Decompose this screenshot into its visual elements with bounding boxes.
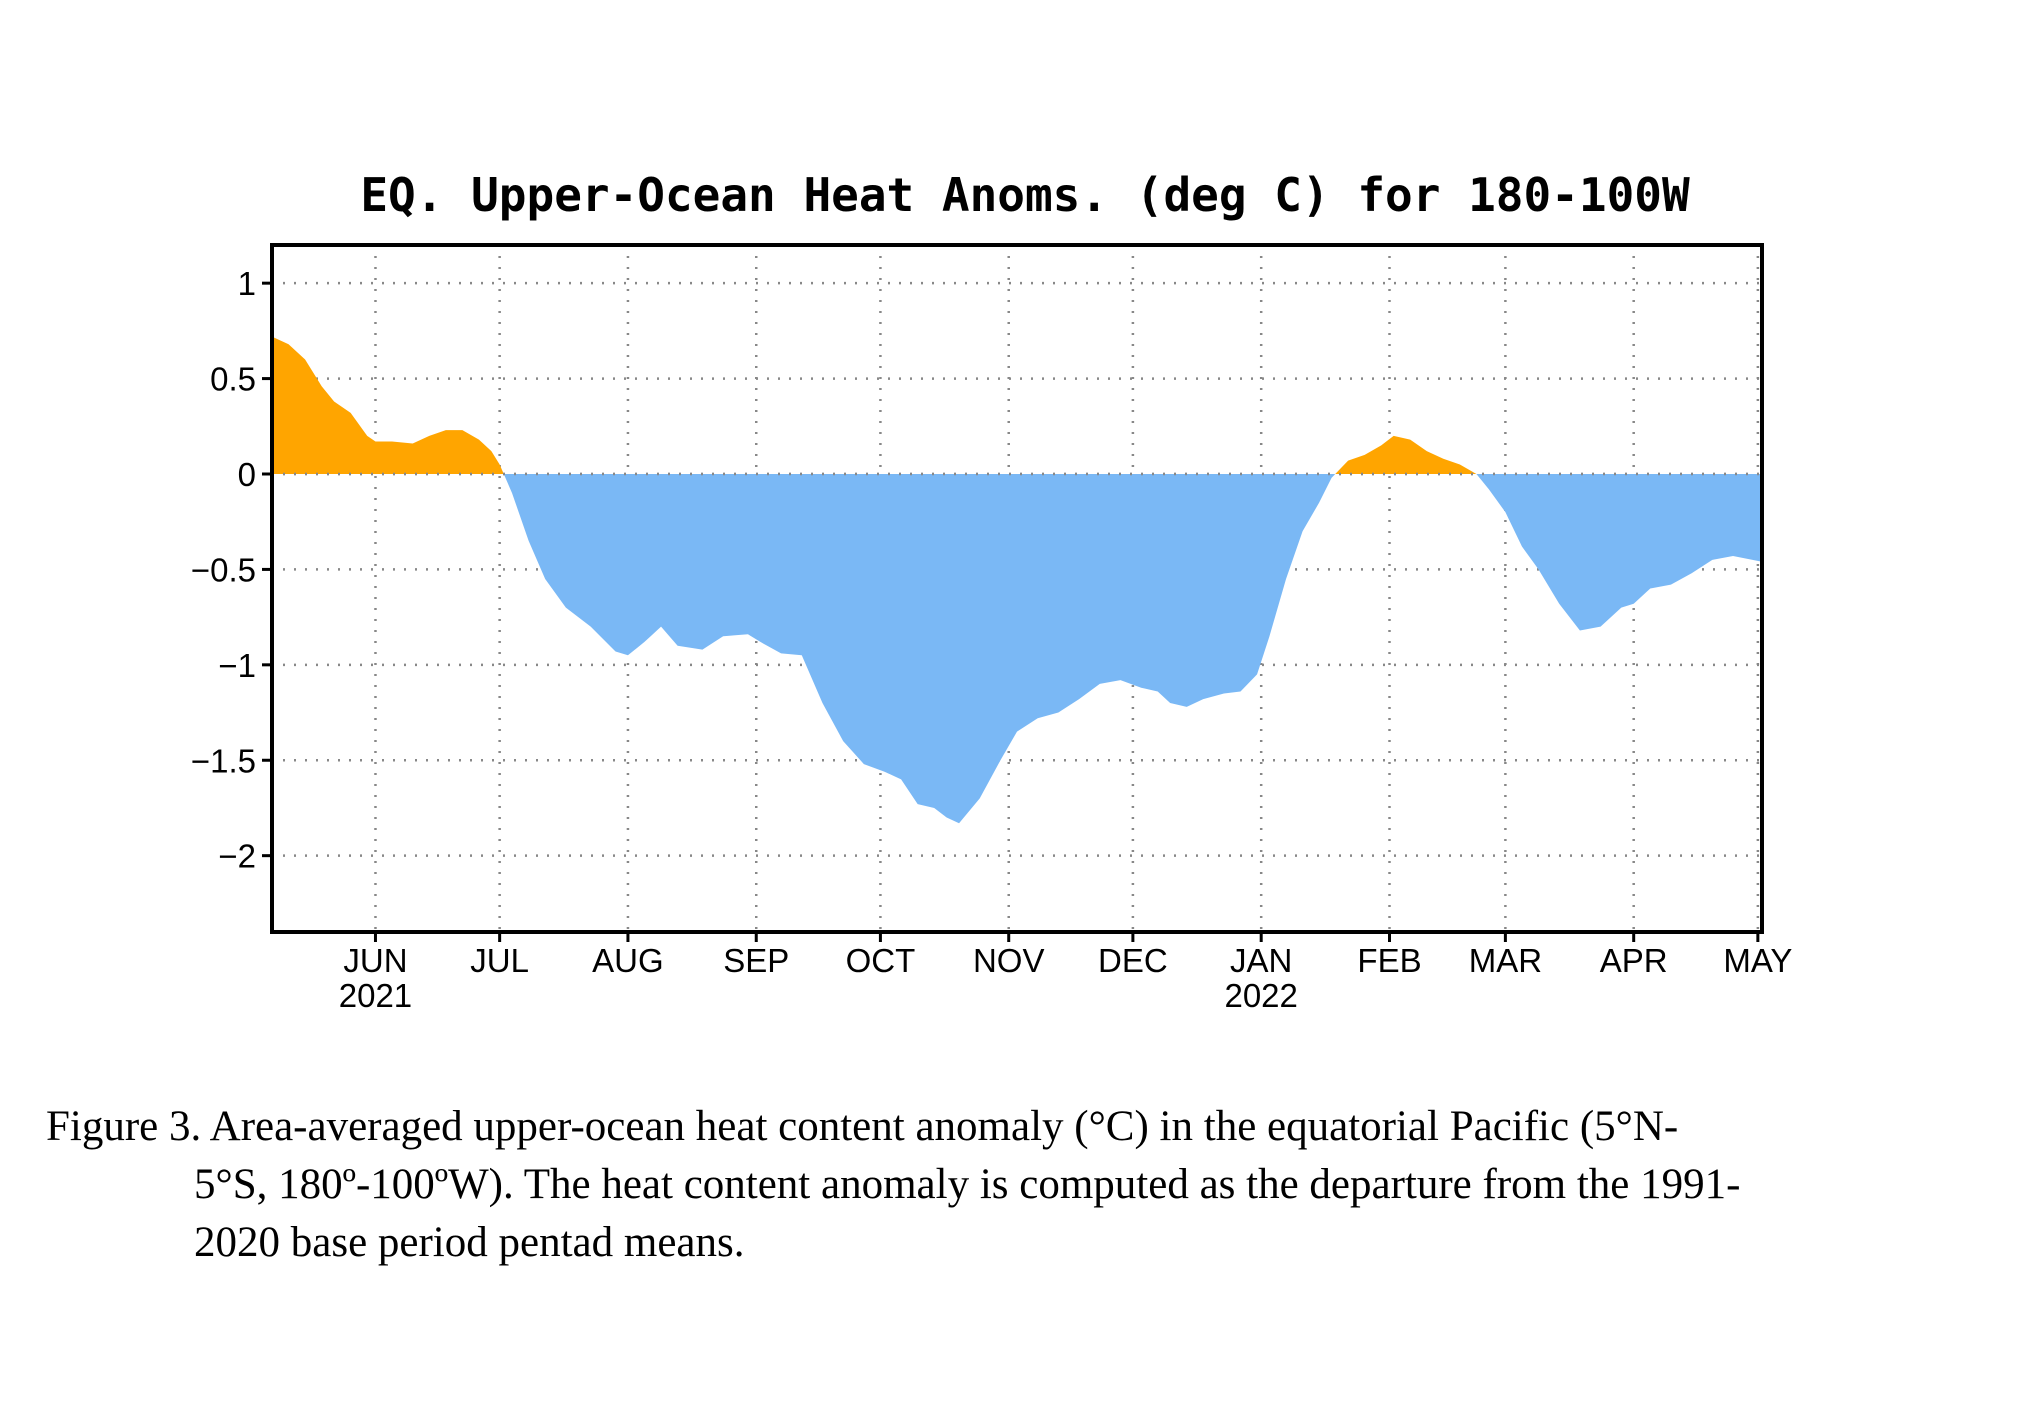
grid-layer <box>272 245 1762 932</box>
y-tick-label-3: −0.5 <box>191 551 256 588</box>
negative-anomaly-area <box>272 474 1762 824</box>
y-tick-label-2: 0 <box>238 456 256 493</box>
x-tick-label-oct: OCT <box>846 942 916 979</box>
x-year-label-2022: 2022 <box>1224 977 1297 1014</box>
x-tick-label-aug: AUG <box>592 942 664 979</box>
positive-anomaly-area <box>272 336 1762 474</box>
x-tick-label-may: MAY <box>1723 942 1792 979</box>
x-tick-label-sep: SEP <box>723 942 789 979</box>
y-tick-label-1: 0.5 <box>210 361 256 398</box>
chart-title: EQ. Upper-Ocean Heat Anoms. (deg C) for … <box>360 168 1690 222</box>
x-year-label-2021: 2021 <box>339 977 412 1014</box>
figure-caption: Figure 3. Area-averaged upper-ocean heat… <box>46 1098 2006 1272</box>
caption-line-2: 5°S, 180º-100ºW). The heat content anoma… <box>194 1161 1741 1208</box>
x-tick-label-jul: JUL <box>470 942 529 979</box>
x-tick-label-nov: NOV <box>973 942 1045 979</box>
caption-line-3: 2020 base period pentad means. <box>194 1219 745 1266</box>
y-axis: 1 0.5 0 −0.5 −1 −1.5 −2 <box>191 265 272 875</box>
x-tick-label-dec: DEC <box>1098 942 1168 979</box>
area-layer <box>272 336 1762 824</box>
x-tick-label-jan: JAN <box>1230 942 1292 979</box>
x-tick-label-apr: APR <box>1600 942 1668 979</box>
x-tick-label-feb: FEB <box>1357 942 1421 979</box>
caption-line-1: Figure 3. Area-averaged upper-ocean heat… <box>46 1103 1679 1150</box>
y-tick-label-5: −1.5 <box>191 742 256 779</box>
y-tick-label-6: −2 <box>218 838 256 875</box>
y-tick-label-0: 1 <box>238 265 256 302</box>
x-tick-label-jun: JUN <box>343 942 407 979</box>
plot-frame <box>270 243 1764 934</box>
x-tick-label-mar: MAR <box>1469 942 1542 979</box>
y-tick-label-4: −1 <box>218 647 256 684</box>
